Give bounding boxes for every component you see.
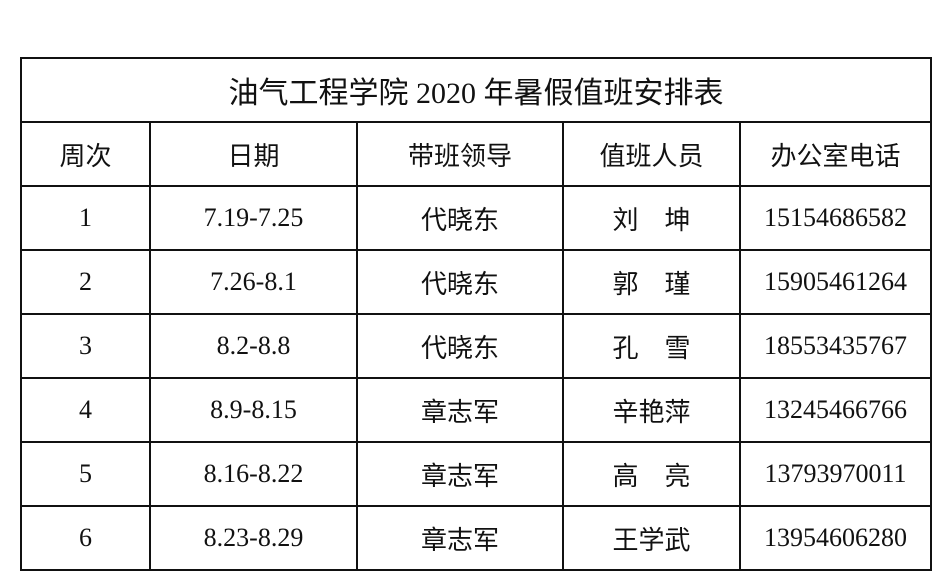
phone-cell: 13954606280: [738, 505, 933, 571]
phone-cell: 15905461264: [738, 249, 933, 315]
week-cell: 6: [20, 505, 151, 571]
date-cell: 7.19-7.25: [149, 185, 358, 251]
week-cell: 4: [20, 377, 151, 443]
leader-cell: 代晓东: [356, 313, 564, 379]
header-date: 日期: [149, 121, 358, 187]
leader-cell: 章志军: [356, 441, 564, 507]
leader-cell: 代晓东: [356, 185, 564, 251]
date-cell: 8.16-8.22: [149, 441, 358, 507]
staff-cell: 孔 雪: [562, 313, 741, 379]
header-staff: 值班人员: [562, 121, 741, 187]
table-row: 5 8.16-8.22 章志军高 亮 13793970011: [20, 441, 933, 507]
staff-cell: 辛艳萍: [562, 377, 741, 443]
week-cell: 1: [20, 185, 151, 251]
week-cell: 3: [20, 313, 151, 379]
title-row: 油气工程学院 2020 年暑假值班安排表: [19, 57, 933, 123]
header-phone: 办公室电话: [738, 121, 933, 187]
phone-cell: 13245466766: [738, 377, 933, 443]
date-cell: 8.23-8.29: [149, 505, 358, 571]
header-leader: 带班领导: [356, 121, 564, 187]
table-row: 6 8.23-8.29 章志军 王学武 13954606280: [20, 505, 933, 571]
leader-cell: 代晓东: [356, 249, 564, 315]
table-row: 1 7.19-7.25 代晓东刘 坤 15154686582: [20, 185, 933, 251]
table-row: 4 8.9-8.15 章志军 辛艳萍 13245466766: [20, 377, 933, 443]
week-cell: 2: [20, 249, 151, 315]
table-row: 3 8.2-8.8 代晓东孔 雪 18553435767: [20, 313, 933, 379]
staff-cell: 郭 瑾: [562, 249, 741, 315]
table-title: 油气工程学院 2020 年暑假值班安排表: [19, 57, 933, 123]
week-cell: 5: [20, 441, 151, 507]
staff-cell: 刘 坤: [562, 185, 741, 251]
header-week: 周次: [20, 121, 151, 187]
duty-schedule-table: 油气工程学院 2020 年暑假值班安排表 周次 日期 带班领导 值班人员 办公室…: [19, 57, 933, 571]
date-cell: 8.2-8.8: [149, 313, 358, 379]
table-row: 2 7.26-8.1 代晓东郭 瑾 15905461264: [20, 249, 933, 315]
leader-cell: 章志军: [356, 377, 564, 443]
staff-cell: 高 亮: [562, 441, 741, 507]
header-row: 周次 日期 带班领导 值班人员 办公室电话: [20, 121, 933, 187]
phone-cell: 13793970011: [738, 441, 933, 507]
date-cell: 8.9-8.15: [149, 377, 358, 443]
leader-cell: 章志军: [356, 505, 564, 571]
date-cell: 7.26-8.1: [149, 249, 358, 315]
staff-cell: 王学武: [562, 505, 741, 571]
phone-cell: 18553435767: [738, 313, 933, 379]
phone-cell: 15154686582: [738, 185, 933, 251]
